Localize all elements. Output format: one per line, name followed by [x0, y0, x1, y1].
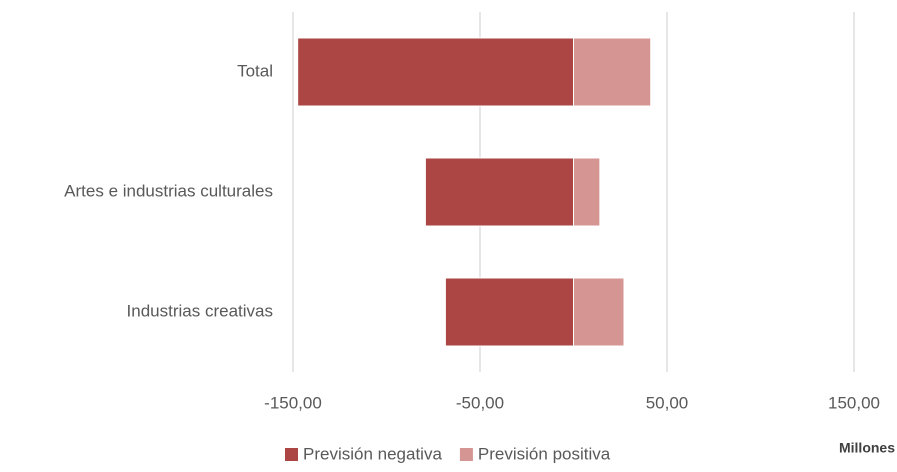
bar: [573, 277, 625, 347]
y-tick-label: Industrias creativas: [127, 301, 273, 320]
bar: [444, 277, 574, 347]
x-tick-label: 50,00: [646, 393, 689, 412]
legend-swatch: [285, 448, 298, 461]
bar: [297, 37, 574, 107]
legend-label: Previsión negativa: [303, 444, 442, 463]
unit-label: Millones: [839, 440, 895, 456]
bar: [573, 157, 601, 227]
legend-label: Previsión positiva: [478, 444, 611, 463]
bar: [573, 37, 652, 107]
x-tick-label: -50,00: [456, 393, 504, 412]
legend-swatch: [459, 448, 473, 461]
y-tick-label: Total: [237, 61, 273, 80]
y-tick-label: Artes e industrias culturales: [64, 181, 273, 200]
x-tick-label: -150,00: [264, 393, 322, 412]
x-tick-label: 150,00: [828, 393, 880, 412]
bar: [424, 157, 574, 227]
